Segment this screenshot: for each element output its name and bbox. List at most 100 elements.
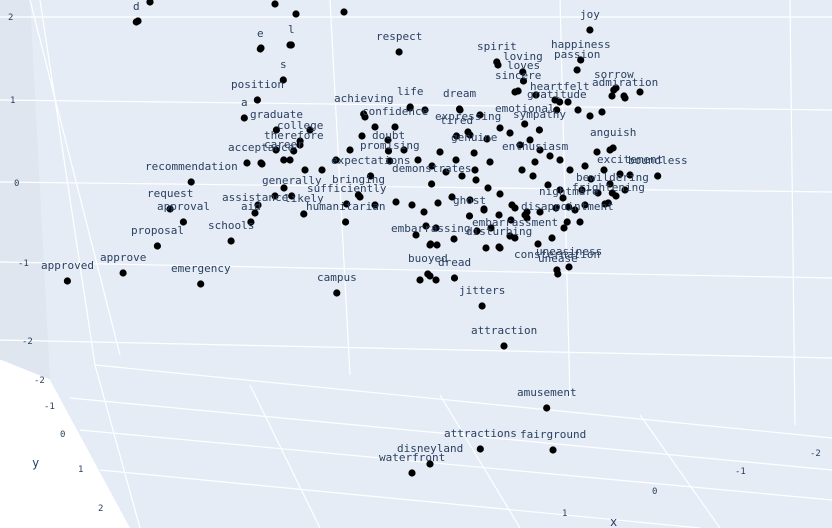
data-point[interactable] [476,111,484,119]
data-point[interactable] [358,132,366,140]
data-point[interactable] [386,157,394,165]
data-point[interactable] [612,84,620,92]
data-point[interactable] [251,209,259,217]
data-point[interactable] [470,149,478,157]
data-point[interactable] [519,77,528,85]
data-point[interactable] [400,146,408,154]
data-point[interactable] [346,146,354,154]
data-point[interactable] [432,276,440,284]
data-point[interactable] [432,224,440,232]
data-point[interactable] [472,176,480,184]
data-point[interactable] [551,96,559,104]
data-point[interactable] [452,132,461,140]
data-point[interactable] [301,166,309,174]
data-point[interactable] [356,193,364,201]
data-point[interactable] [166,205,174,213]
data-point[interactable] [406,104,414,112]
data-point[interactable] [556,156,564,164]
data-point[interactable] [563,218,571,226]
data-point[interactable] [495,211,503,219]
data-point[interactable] [564,98,572,106]
data-point[interactable] [421,106,429,114]
data-point[interactable] [414,156,422,164]
data-point[interactable] [384,136,392,144]
data-point[interactable] [392,198,400,206]
data-point[interactable] [452,156,460,164]
data-point[interactable] [271,0,279,8]
data-point[interactable] [333,289,341,297]
data-point[interactable] [179,218,187,226]
data-point[interactable] [598,108,606,116]
data-point[interactable] [408,201,416,209]
data-point[interactable] [553,106,561,114]
data-point[interactable] [253,96,261,104]
data-point[interactable] [507,216,515,224]
data-point[interactable] [146,0,154,6]
data-point[interactable] [571,206,579,214]
data-point[interactable] [620,92,628,100]
data-point[interactable] [433,241,441,249]
data-point[interactable] [578,186,586,194]
data-point[interactable] [416,276,424,284]
data-point[interactable] [442,168,450,176]
data-point[interactable] [546,152,554,160]
data-point[interactable] [576,218,584,226]
data-point[interactable] [556,186,564,194]
data-point[interactable] [532,91,540,99]
data-point[interactable] [286,41,294,49]
data-point[interactable] [456,106,464,114]
data-point[interactable] [296,141,304,149]
data-point[interactable] [426,241,434,249]
data-point[interactable] [577,56,585,64]
data-point[interactable] [581,162,589,170]
data-point[interactable] [257,44,265,52]
data-point[interactable] [552,204,560,212]
data-point[interactable] [412,231,420,239]
data-point[interactable] [371,123,379,131]
data-point[interactable] [286,156,294,164]
data-point[interactable] [340,8,348,16]
data-point[interactable] [566,166,574,174]
data-point[interactable] [516,141,524,149]
data-point[interactable] [536,146,544,154]
data-point[interactable] [554,270,562,278]
data-point[interactable] [594,189,602,197]
data-point[interactable] [531,158,539,166]
data-point[interactable] [482,244,490,252]
data-point[interactable] [300,210,308,218]
data-point[interactable] [606,180,614,188]
data-point[interactable] [534,240,542,248]
data-point[interactable] [543,404,551,412]
data-point[interactable] [565,203,573,211]
data-point[interactable] [544,181,552,189]
data-point[interactable] [395,48,403,56]
data-point[interactable] [559,194,567,202]
data-point[interactable] [506,232,514,240]
data-point[interactable] [511,204,519,212]
data-point[interactable] [342,218,350,226]
data-point[interactable] [290,147,298,155]
data-point[interactable] [306,126,314,134]
data-point[interactable] [332,156,340,164]
data-point[interactable] [280,184,288,192]
data-point[interactable] [227,237,235,245]
data-point[interactable] [548,234,556,242]
data-point[interactable] [494,61,502,69]
data-point[interactable] [428,162,436,170]
data-point[interactable] [343,200,351,208]
data-point[interactable] [391,123,399,131]
data-point[interactable] [480,206,488,214]
data-point[interactable] [574,106,582,114]
data-point[interactable] [586,26,594,34]
data-point[interactable] [523,214,531,222]
data-point[interactable] [272,146,280,154]
data-point[interactable] [466,196,474,204]
data-point[interactable] [271,192,279,200]
data-point[interactable] [496,124,504,132]
data-point[interactable] [384,147,393,155]
data-point[interactable] [496,244,504,252]
data-point[interactable] [529,172,537,180]
data-point[interactable] [600,166,608,174]
data-point[interactable] [500,342,508,350]
